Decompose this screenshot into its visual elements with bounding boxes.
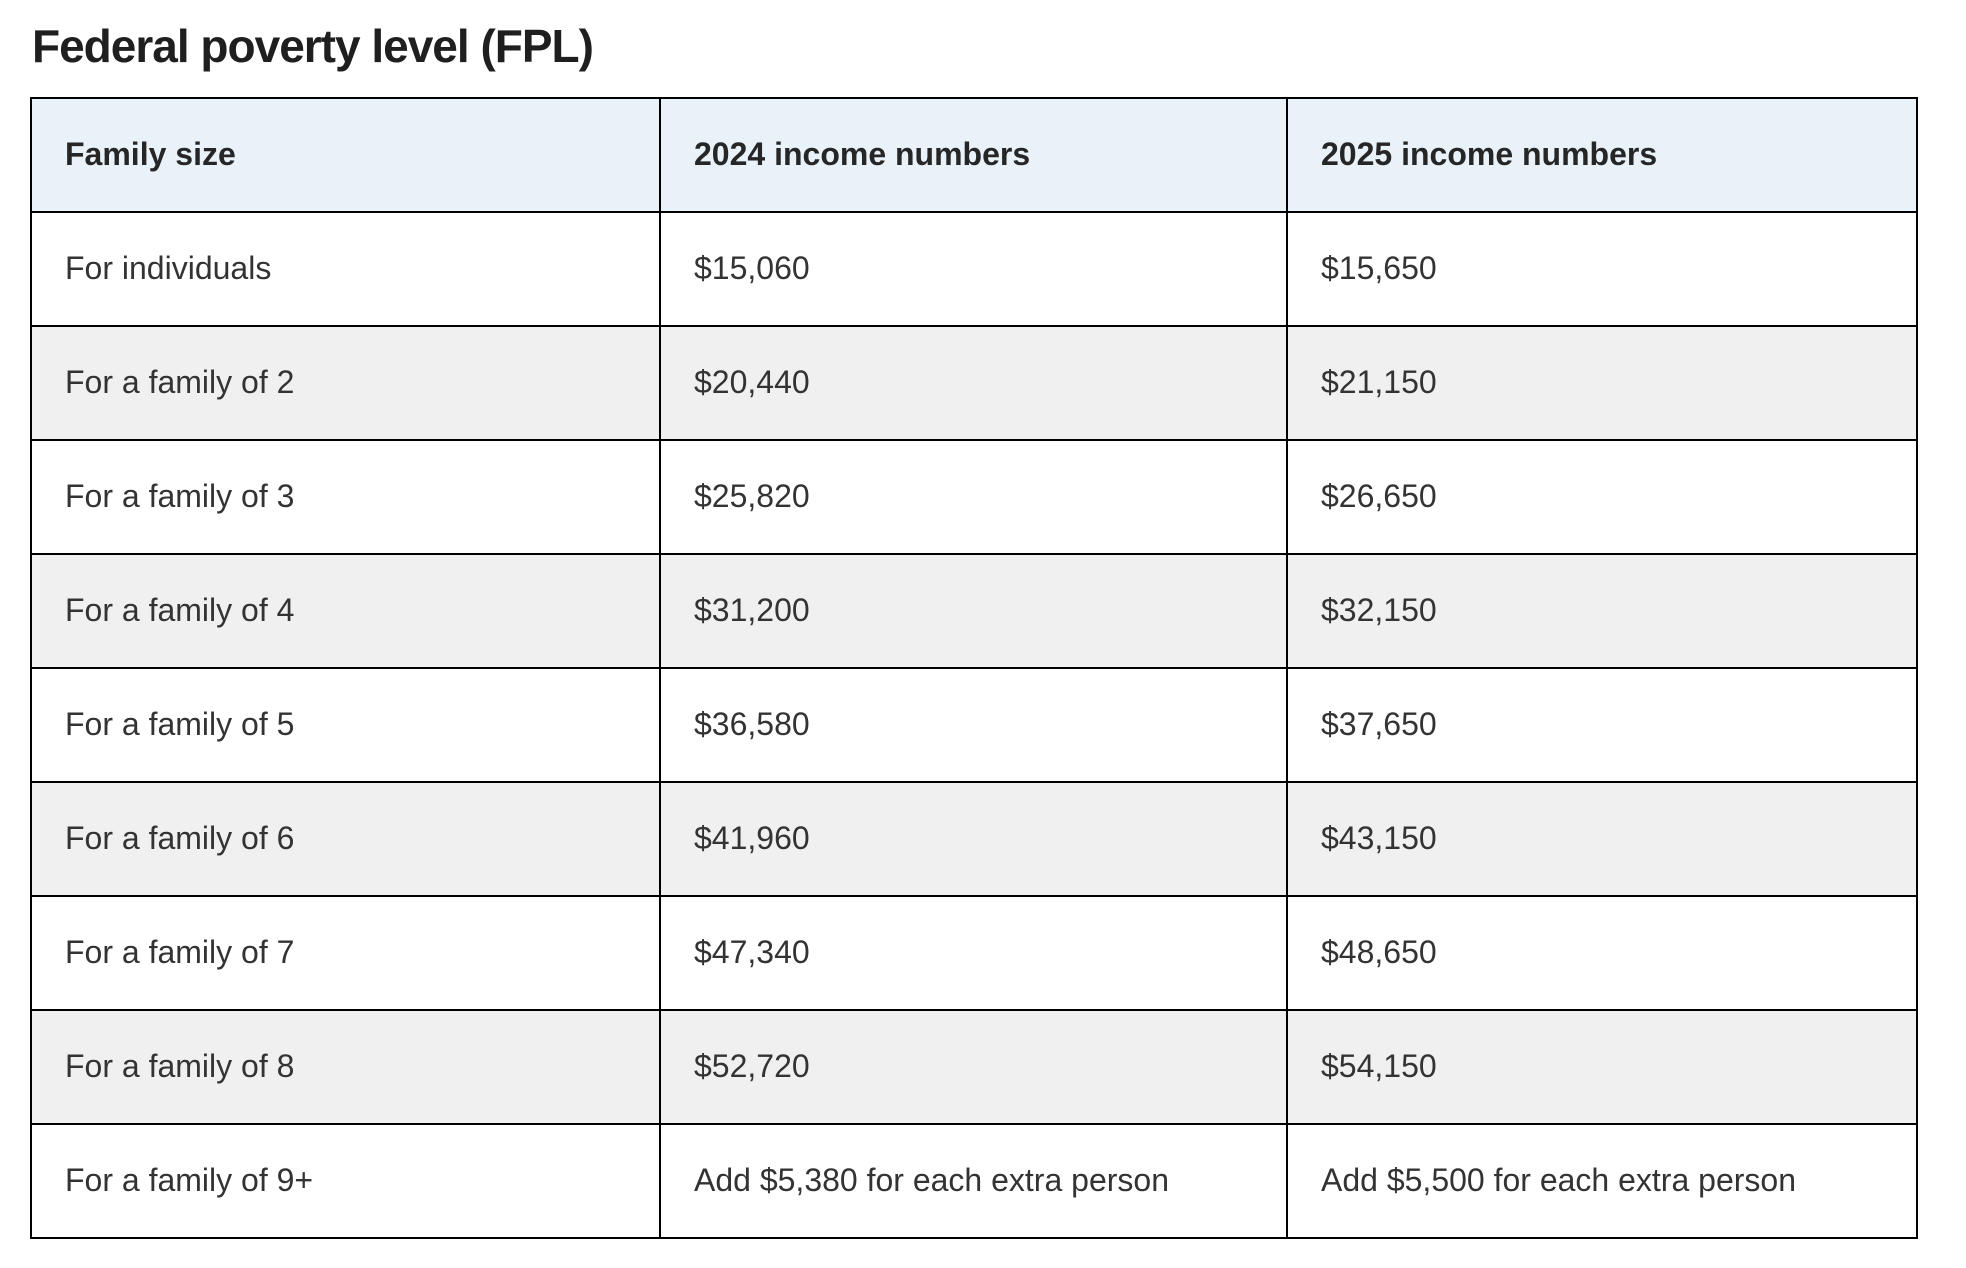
family-size-cell: For a family of 4 bbox=[30, 552, 661, 669]
family-size-cell: For a family of 5 bbox=[30, 666, 661, 783]
table-row: For a family of 4 $31,200 $32,150 bbox=[30, 552, 1918, 669]
income-2025-cell: $15,650 bbox=[1286, 210, 1918, 327]
family-size-cell: For a family of 3 bbox=[30, 438, 661, 555]
income-2024-cell: $25,820 bbox=[659, 438, 1288, 555]
family-size-cell: For a family of 9+ bbox=[30, 1122, 661, 1239]
family-size-cell: For a family of 2 bbox=[30, 324, 661, 441]
header-row: Family size 2024 income numbers 2025 inc… bbox=[30, 96, 1918, 213]
income-2024-cell: Add $5,380 for each extra person bbox=[659, 1122, 1288, 1239]
income-2025-cell: $43,150 bbox=[1286, 780, 1918, 897]
column-header-2024-income: 2024 income numbers bbox=[659, 96, 1288, 213]
income-2025-cell: $48,650 bbox=[1286, 894, 1918, 1011]
income-2024-cell: $31,200 bbox=[659, 552, 1288, 669]
table-row: For a family of 6 $41,960 $43,150 bbox=[30, 780, 1918, 897]
table-row: For a family of 9+ Add $5,380 for each e… bbox=[30, 1122, 1918, 1239]
income-2025-cell: $37,650 bbox=[1286, 666, 1918, 783]
income-2025-cell: Add $5,500 for each extra person bbox=[1286, 1122, 1918, 1239]
income-2025-cell: $54,150 bbox=[1286, 1008, 1918, 1125]
table-row: For individuals $15,060 $15,650 bbox=[30, 210, 1918, 327]
family-size-cell: For individuals bbox=[30, 210, 661, 327]
family-size-cell: For a family of 6 bbox=[30, 780, 661, 897]
income-2024-cell: $36,580 bbox=[659, 666, 1288, 783]
income-2025-cell: $21,150 bbox=[1286, 324, 1918, 441]
table-row: For a family of 2 $20,440 $21,150 bbox=[30, 324, 1918, 441]
table-row: For a family of 3 $25,820 $26,650 bbox=[30, 438, 1918, 555]
income-2024-cell: $47,340 bbox=[659, 894, 1288, 1011]
table-row: For a family of 8 $52,720 $54,150 bbox=[30, 1008, 1918, 1125]
income-2024-cell: $20,440 bbox=[659, 324, 1288, 441]
table-row: For a family of 5 $36,580 $37,650 bbox=[30, 666, 1918, 783]
income-2024-cell: $52,720 bbox=[659, 1008, 1288, 1125]
fpl-table: Family size 2024 income numbers 2025 inc… bbox=[30, 96, 1918, 1239]
column-header-2025-income: 2025 income numbers bbox=[1286, 96, 1918, 213]
family-size-cell: For a family of 8 bbox=[30, 1008, 661, 1125]
income-2024-cell: $41,960 bbox=[659, 780, 1288, 897]
income-2024-cell: $15,060 bbox=[659, 210, 1288, 327]
page-title: Federal poverty level (FPL) bbox=[32, 20, 594, 72]
family-size-cell: For a family of 7 bbox=[30, 894, 661, 1011]
income-2025-cell: $32,150 bbox=[1286, 552, 1918, 669]
column-header-family-size: Family size bbox=[30, 96, 661, 213]
income-2025-cell: $26,650 bbox=[1286, 438, 1918, 555]
table-row: For a family of 7 $47,340 $48,650 bbox=[30, 894, 1918, 1011]
